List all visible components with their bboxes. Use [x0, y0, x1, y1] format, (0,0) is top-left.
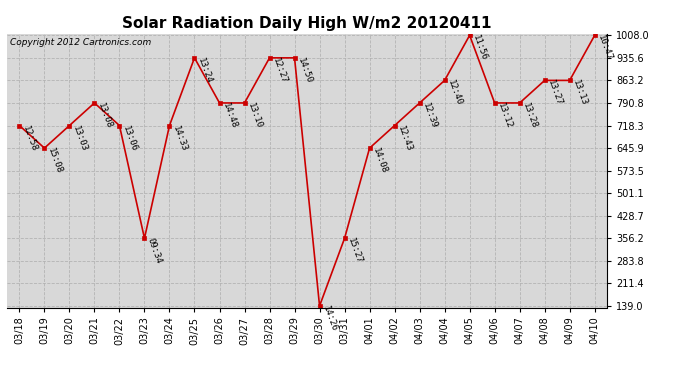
Text: 09:34: 09:34 — [146, 237, 164, 265]
Text: 10:47: 10:47 — [596, 34, 613, 62]
Text: 14:48: 14:48 — [221, 102, 239, 130]
Text: 13:06: 13:06 — [121, 124, 139, 153]
Text: 14:50: 14:50 — [296, 57, 313, 85]
Text: 12:43: 12:43 — [396, 124, 413, 153]
Text: 13:10: 13:10 — [246, 102, 264, 130]
Text: Copyright 2012 Cartronics.com: Copyright 2012 Cartronics.com — [10, 38, 151, 47]
Text: 11:56: 11:56 — [471, 34, 489, 62]
Text: 13:13: 13:13 — [571, 79, 589, 107]
Text: 14:26: 14:26 — [321, 304, 339, 333]
Text: 12:40: 12:40 — [446, 79, 464, 107]
Title: Solar Radiation Daily High W/m2 20120411: Solar Radiation Daily High W/m2 20120411 — [122, 16, 492, 31]
Text: 13:08: 13:08 — [96, 102, 113, 130]
Text: 13:27: 13:27 — [546, 79, 564, 107]
Text: 14:33: 14:33 — [171, 124, 188, 153]
Text: 13:12: 13:12 — [496, 102, 513, 130]
Text: 13:03: 13:03 — [71, 124, 88, 153]
Text: 15:08: 15:08 — [46, 147, 63, 175]
Text: 12:39: 12:39 — [421, 102, 439, 130]
Text: 13:24: 13:24 — [196, 57, 213, 85]
Text: 12:58: 12:58 — [21, 124, 39, 153]
Text: 12:27: 12:27 — [271, 57, 288, 85]
Text: 13:28: 13:28 — [521, 102, 539, 130]
Text: 14:08: 14:08 — [371, 147, 388, 175]
Text: 15:27: 15:27 — [346, 237, 364, 265]
